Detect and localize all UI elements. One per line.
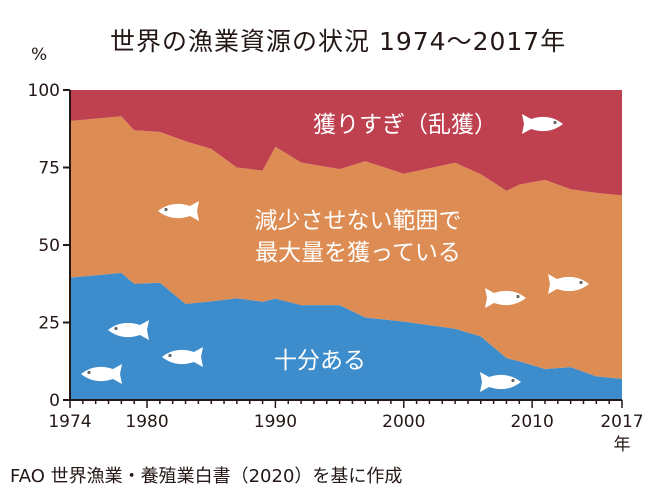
y-tick-label: 50 (38, 236, 60, 256)
fish-icon (162, 347, 203, 367)
x-tick-label: 1980 (125, 412, 168, 432)
y-tick-label: 100 (28, 81, 60, 101)
source-note: FAO 世界漁業・養殖業白書（2020）を基に作成 (10, 466, 403, 487)
fish-icon (485, 288, 526, 308)
x-tick-label: 2017 (600, 412, 643, 432)
chart-title: 世界の漁業資源の状況 1974〜2017年 (110, 27, 567, 56)
fish-icon (480, 372, 521, 392)
y-unit-label: % (31, 45, 47, 65)
x-tick-label: 1990 (254, 412, 297, 432)
area-label-2: 獲りすぎ（乱獲） (313, 112, 497, 138)
area-label-1: 最大量を獲っている (255, 240, 461, 266)
x-unit-label: 年 (614, 435, 631, 455)
x-tick-label: 2010 (511, 412, 554, 432)
area-series-2 (70, 90, 622, 196)
area-label-1: 減少させない範囲で (255, 208, 462, 234)
y-tick-label: 25 (38, 314, 60, 334)
fish-icon (81, 364, 122, 384)
fish-icon (548, 274, 589, 294)
x-tick-label: 2000 (382, 412, 425, 432)
fish-icon (158, 201, 199, 221)
area-series-1 (70, 116, 622, 379)
y-tick-label: 75 (38, 159, 60, 179)
fish-icon (108, 320, 149, 340)
area-label-0: 十分ある (274, 348, 366, 374)
fish-icon (522, 114, 563, 134)
area-series-0 (70, 272, 622, 400)
x-tick-label: 1974 (48, 412, 91, 432)
y-tick-label: 0 (49, 391, 60, 411)
